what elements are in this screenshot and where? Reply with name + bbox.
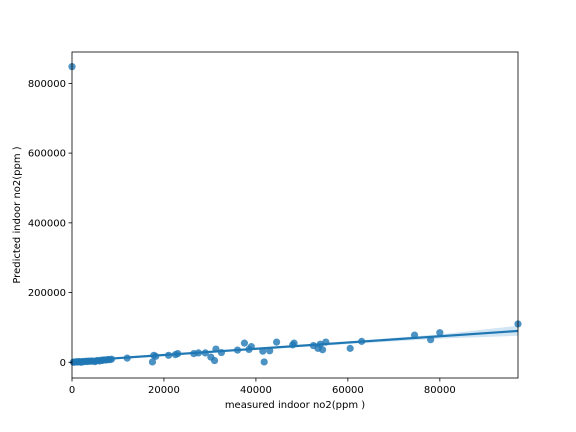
x-tick-label: 60000 bbox=[332, 385, 364, 396]
data-point bbox=[273, 338, 281, 346]
data-point bbox=[346, 344, 354, 352]
data-point bbox=[240, 339, 249, 347]
y-tick-label: 200000 bbox=[28, 288, 66, 299]
regression-line bbox=[71, 329, 519, 363]
y-tick-label: 0 bbox=[60, 358, 66, 369]
x-ticks: 0 20000 40000 60000 80000 bbox=[69, 378, 456, 396]
data-point bbox=[260, 358, 268, 366]
x-tick-label: 20000 bbox=[148, 385, 180, 396]
data-point bbox=[210, 356, 219, 365]
x-axis-label: measured indoor no2(ppm ) bbox=[225, 400, 365, 411]
y-tick-label: 600000 bbox=[28, 149, 66, 160]
y-ticks: 0 200000 400000 600000 800000 bbox=[28, 79, 72, 369]
points-layer bbox=[68, 63, 522, 366]
x-tick-label: 40000 bbox=[240, 385, 272, 396]
y-axis-label: Predicted indoor no2(ppm ) bbox=[12, 146, 23, 283]
x-tick-label: 80000 bbox=[424, 385, 456, 396]
y-tick-label: 800000 bbox=[28, 79, 66, 90]
x-tick-label: 0 bbox=[69, 385, 75, 396]
data-point bbox=[436, 329, 444, 337]
plot-frame bbox=[71, 51, 519, 379]
y-tick-label: 400000 bbox=[28, 218, 66, 229]
regression-line-layer bbox=[71, 329, 519, 363]
data-point bbox=[148, 358, 157, 366]
data-point bbox=[318, 346, 327, 354]
data-point bbox=[290, 339, 298, 347]
